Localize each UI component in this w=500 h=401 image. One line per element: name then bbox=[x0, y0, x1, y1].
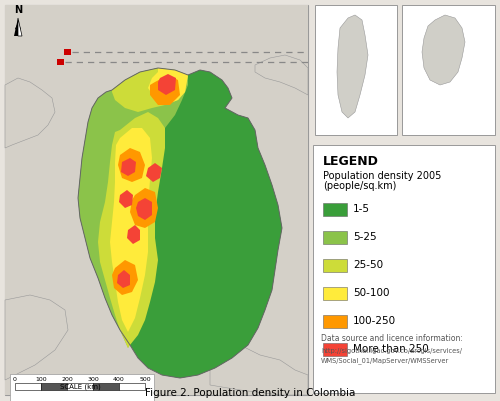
Polygon shape bbox=[5, 78, 55, 148]
Bar bbox=[313, 145, 495, 393]
Polygon shape bbox=[210, 345, 308, 395]
Text: 0: 0 bbox=[13, 377, 17, 382]
Text: Population density 2005: Population density 2005 bbox=[323, 171, 442, 181]
Polygon shape bbox=[422, 15, 465, 85]
Polygon shape bbox=[112, 68, 188, 112]
Polygon shape bbox=[158, 74, 176, 95]
Polygon shape bbox=[146, 163, 162, 182]
Polygon shape bbox=[5, 295, 68, 380]
Bar bbox=[93, 383, 119, 390]
Polygon shape bbox=[78, 68, 282, 378]
Bar bbox=[64, 49, 71, 55]
Bar bbox=[402, 5, 495, 135]
Polygon shape bbox=[136, 198, 152, 220]
Text: LEGEND: LEGEND bbox=[323, 155, 379, 168]
Polygon shape bbox=[18, 18, 22, 36]
Text: (people/sq.km): (people/sq.km) bbox=[323, 181, 396, 191]
Bar bbox=[41, 383, 67, 390]
Bar bbox=[323, 231, 347, 243]
Text: 25-50: 25-50 bbox=[353, 260, 383, 270]
Text: 100: 100 bbox=[35, 377, 47, 382]
Text: 1-5: 1-5 bbox=[353, 204, 370, 214]
Bar bbox=[67, 383, 93, 390]
Bar bbox=[323, 203, 347, 215]
Polygon shape bbox=[148, 68, 188, 105]
Polygon shape bbox=[162, 70, 282, 378]
Polygon shape bbox=[127, 225, 140, 244]
Polygon shape bbox=[117, 270, 130, 288]
Text: N: N bbox=[14, 5, 22, 15]
Text: 50-100: 50-100 bbox=[353, 288, 390, 298]
Polygon shape bbox=[78, 68, 188, 348]
Text: WMS/Social_01/MapServer/WMSServer: WMS/Social_01/MapServer/WMSServer bbox=[321, 357, 449, 364]
Polygon shape bbox=[121, 158, 136, 176]
Text: 100-250: 100-250 bbox=[353, 316, 396, 326]
Polygon shape bbox=[112, 260, 138, 295]
Text: Figure 2. Population density in Colombia: Figure 2. Population density in Colombia bbox=[145, 388, 355, 398]
Polygon shape bbox=[14, 18, 18, 36]
Polygon shape bbox=[255, 55, 308, 95]
Bar bbox=[15, 383, 41, 390]
Bar bbox=[57, 59, 64, 65]
Text: 5-25: 5-25 bbox=[353, 232, 376, 242]
Bar bbox=[315, 5, 397, 135]
Text: Data source and licence information:: Data source and licence information: bbox=[321, 334, 463, 343]
Bar bbox=[119, 383, 145, 390]
Bar bbox=[5, 5, 308, 395]
Text: 300: 300 bbox=[87, 377, 99, 382]
Text: 500: 500 bbox=[139, 377, 151, 382]
Bar bbox=[10, 374, 154, 401]
Text: More than 250: More than 250 bbox=[353, 344, 429, 354]
Polygon shape bbox=[150, 75, 180, 105]
Text: http://sigotnal.igac.gov.co/arcgis/services/: http://sigotnal.igac.gov.co/arcgis/servi… bbox=[321, 348, 462, 354]
Polygon shape bbox=[98, 112, 165, 348]
Polygon shape bbox=[110, 128, 152, 332]
Bar bbox=[323, 259, 347, 271]
Polygon shape bbox=[119, 190, 133, 208]
Bar bbox=[323, 286, 347, 300]
Text: 200: 200 bbox=[61, 377, 73, 382]
Bar bbox=[323, 342, 347, 356]
Polygon shape bbox=[130, 188, 158, 228]
Text: 400: 400 bbox=[113, 377, 125, 382]
Bar bbox=[323, 314, 347, 328]
Polygon shape bbox=[118, 148, 145, 182]
Bar bbox=[5, 5, 308, 395]
Polygon shape bbox=[337, 15, 368, 118]
Text: SCALE (km): SCALE (km) bbox=[60, 383, 100, 389]
